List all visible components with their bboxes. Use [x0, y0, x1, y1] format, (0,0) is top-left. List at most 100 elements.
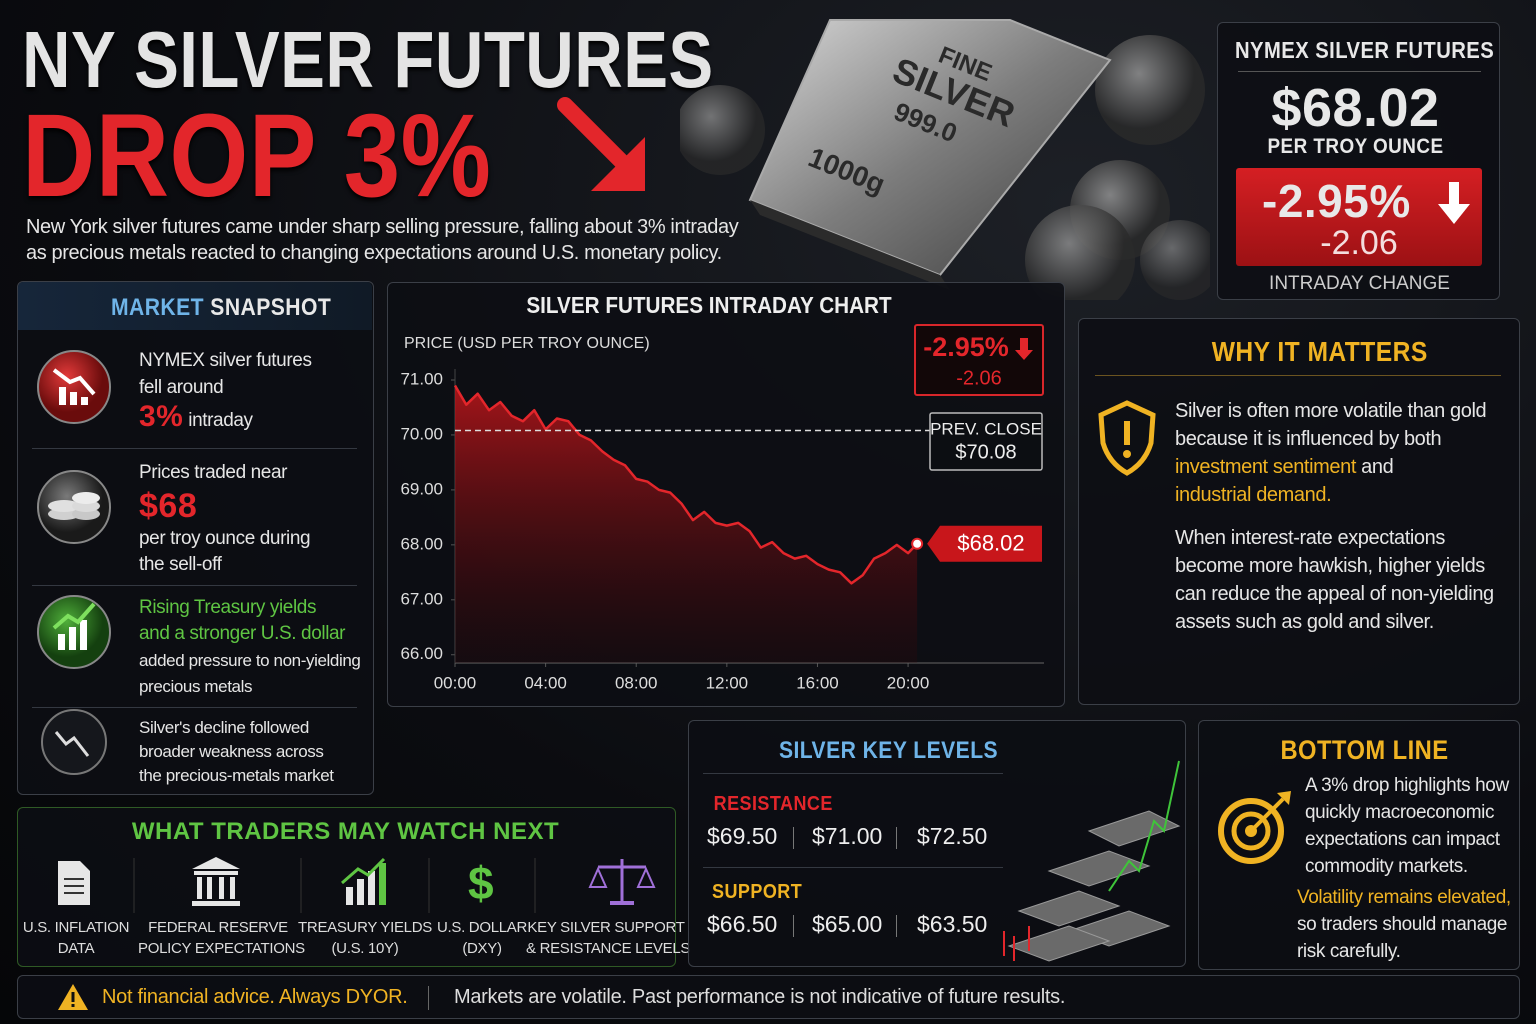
why-text: and: [1361, 456, 1394, 478]
snapshot-text: precious metals: [139, 677, 253, 696]
down-arrow: [557, 97, 645, 191]
bottom-line-text: A 3% drop highlights how: [1305, 775, 1509, 796]
snapshot-text: added pressure to non-yielding: [139, 651, 361, 670]
target-icon: [1218, 791, 1291, 864]
level-value: $69.50: [707, 823, 778, 849]
bottom-line-text: commodity markets.: [1305, 856, 1468, 877]
divider: [896, 915, 897, 937]
watch-icons: [58, 857, 656, 913]
divider: [428, 986, 429, 1010]
x-tick-label: 08:00: [615, 673, 658, 692]
divider: [896, 827, 897, 849]
level-value: $72.50: [917, 823, 988, 849]
highlight: investment sentiment: [1175, 456, 1356, 478]
price-area: [455, 385, 918, 663]
prev-close-value: $70.08: [955, 441, 1016, 463]
why-text: because it is influenced by both: [1175, 428, 1442, 450]
highlight: industrial demand.: [1175, 484, 1332, 506]
watch-item-label: KEY SILVER SUPPORT: [527, 919, 685, 936]
why-text: assets such as gold and silver.: [1175, 611, 1434, 633]
title-part: SNAPSHOT: [210, 294, 332, 321]
snapshot-text: the sell-off: [139, 554, 222, 575]
level-value: $66.50: [707, 911, 778, 937]
why-text: Silver is often more volatile than gold: [1175, 400, 1487, 422]
level-value: $71.00: [812, 823, 883, 849]
warning-icon: [58, 984, 88, 1010]
level-value: $65.00: [812, 911, 883, 937]
change-box: -2.95% -2.06: [1236, 168, 1482, 266]
watch-item-label: TREASURY YIELDS: [298, 919, 432, 936]
change-arrow: [1438, 182, 1470, 224]
change-absolute: -2.06: [1320, 224, 1398, 262]
description-line: as precious metals reacted to changing e…: [26, 242, 722, 264]
snapshot-text: Rising Treasury yields: [139, 597, 317, 618]
title-line-2: DROP 3%: [22, 90, 492, 222]
snapshot-text: Prices traded near: [139, 462, 288, 483]
snapshot-text: broader weakness across: [139, 742, 324, 761]
x-tick-label: 16:00: [796, 673, 839, 692]
watch-item-label: U.S. INFLATION: [22, 919, 130, 936]
snapshot-text: per troy ounce during: [139, 528, 311, 549]
prev-close-label: PREV. CLOSE: [930, 419, 1042, 438]
bottom-line-text: so traders should manage: [1297, 914, 1508, 935]
market-snapshot: MARKET SNAPSHOT NYMEX silver futures fel…: [17, 281, 374, 795]
y-tick-label: 68.00: [400, 534, 443, 553]
quote-card: NYMEX SILVER FUTURES $68.02 PER TROY OUN…: [1217, 22, 1500, 300]
why-text: become more hawkish, higher yields: [1175, 555, 1485, 577]
change-percent: -2.95%: [923, 332, 1009, 362]
quote-caption: INTRADAY CHANGE: [1269, 273, 1450, 294]
last-price-dot: [911, 537, 924, 550]
bullion-stack-image: [1003, 760, 1181, 962]
divider: [793, 827, 794, 849]
x-tick-label: 20:00: [887, 673, 930, 692]
panel-title: SILVER KEY LEVELS: [778, 737, 999, 764]
key-levels: SILVER KEY LEVELS RESISTANCE $69.50 $71.0…: [688, 720, 1186, 967]
x-tick-label: 00:00: [434, 673, 477, 692]
description-line: New York silver futures came under sharp…: [26, 216, 739, 238]
watch-item-label: (DXY): [462, 940, 502, 957]
watch-item-label: (U.S. 10Y): [331, 940, 399, 957]
why-text: When interest-rate expectations: [1175, 527, 1445, 549]
why-it-matters: WHY IT MATTERS Silver is often more vola…: [1078, 318, 1520, 705]
quote-price: $68.02: [1271, 78, 1440, 138]
change-absolute: -2.06: [956, 367, 1002, 389]
panel-title: WHAT TRADERS MAY WATCH NEXT: [131, 818, 560, 845]
panel-title: MARKET SNAPSHOT: [111, 294, 331, 322]
snapshot-text: Silver's decline followed: [139, 718, 309, 737]
title-line-1: NY SILVER FUTURES: [22, 15, 714, 104]
snapshot-text: and a stronger U.S. dollar: [139, 623, 346, 644]
change-box: [914, 324, 1044, 396]
quote-unit: PER TROY OUNCE: [1267, 135, 1444, 158]
y-tick-label: 71.00: [400, 369, 443, 388]
watch-item-label: DATA: [57, 940, 95, 957]
price-line: [453, 384, 918, 585]
prev-close-box: [929, 412, 1043, 471]
footer-note: Markets are volatile. Past performance i…: [454, 986, 1066, 1008]
chart: SILVER FUTURES INTRADAY CHART PRICE (USD…: [400, 292, 1044, 692]
change-percent: -2.95%: [1262, 175, 1411, 227]
why-text: investment sentiment and: [1175, 453, 1394, 481]
panel-title: WHY IT MATTERS: [1211, 336, 1428, 367]
y-axis-label: PRICE (USD PER TROY OUNCE): [404, 335, 650, 352]
snapshot-text: fell around: [139, 377, 224, 398]
y-tick-label: 70.00: [400, 424, 443, 443]
support-label: SUPPORT: [712, 881, 803, 903]
divider: [793, 915, 794, 937]
y-tick-label: 69.00: [400, 479, 443, 498]
highlight: Volatility remains elevated,: [1297, 887, 1511, 908]
footer: Not financial advice. Always DYOR. Marke…: [17, 975, 1520, 1019]
bottom-line-text: expectations can impact: [1305, 829, 1500, 850]
panel-header: [18, 282, 372, 330]
snapshot-text: NYMEX silver futures: [139, 350, 312, 371]
snapshot-text: the precious-metals market: [139, 766, 334, 785]
snapshot-text: 3% intraday: [139, 402, 253, 434]
panel-title: BOTTOM LINE: [1280, 735, 1449, 765]
watch-item-label: FEDERAL RESERVE: [148, 919, 288, 936]
watch-item-label: & RESISTANCE LEVELS: [526, 940, 691, 957]
title-part: MARKET: [111, 294, 204, 321]
watch-item-label: U.S. DOLLAR: [436, 919, 528, 936]
bottom-line-text: risk carefully.: [1297, 941, 1401, 962]
highlight: $68: [139, 487, 198, 525]
watch-item-label: POLICY EXPECTATIONS: [138, 940, 305, 957]
